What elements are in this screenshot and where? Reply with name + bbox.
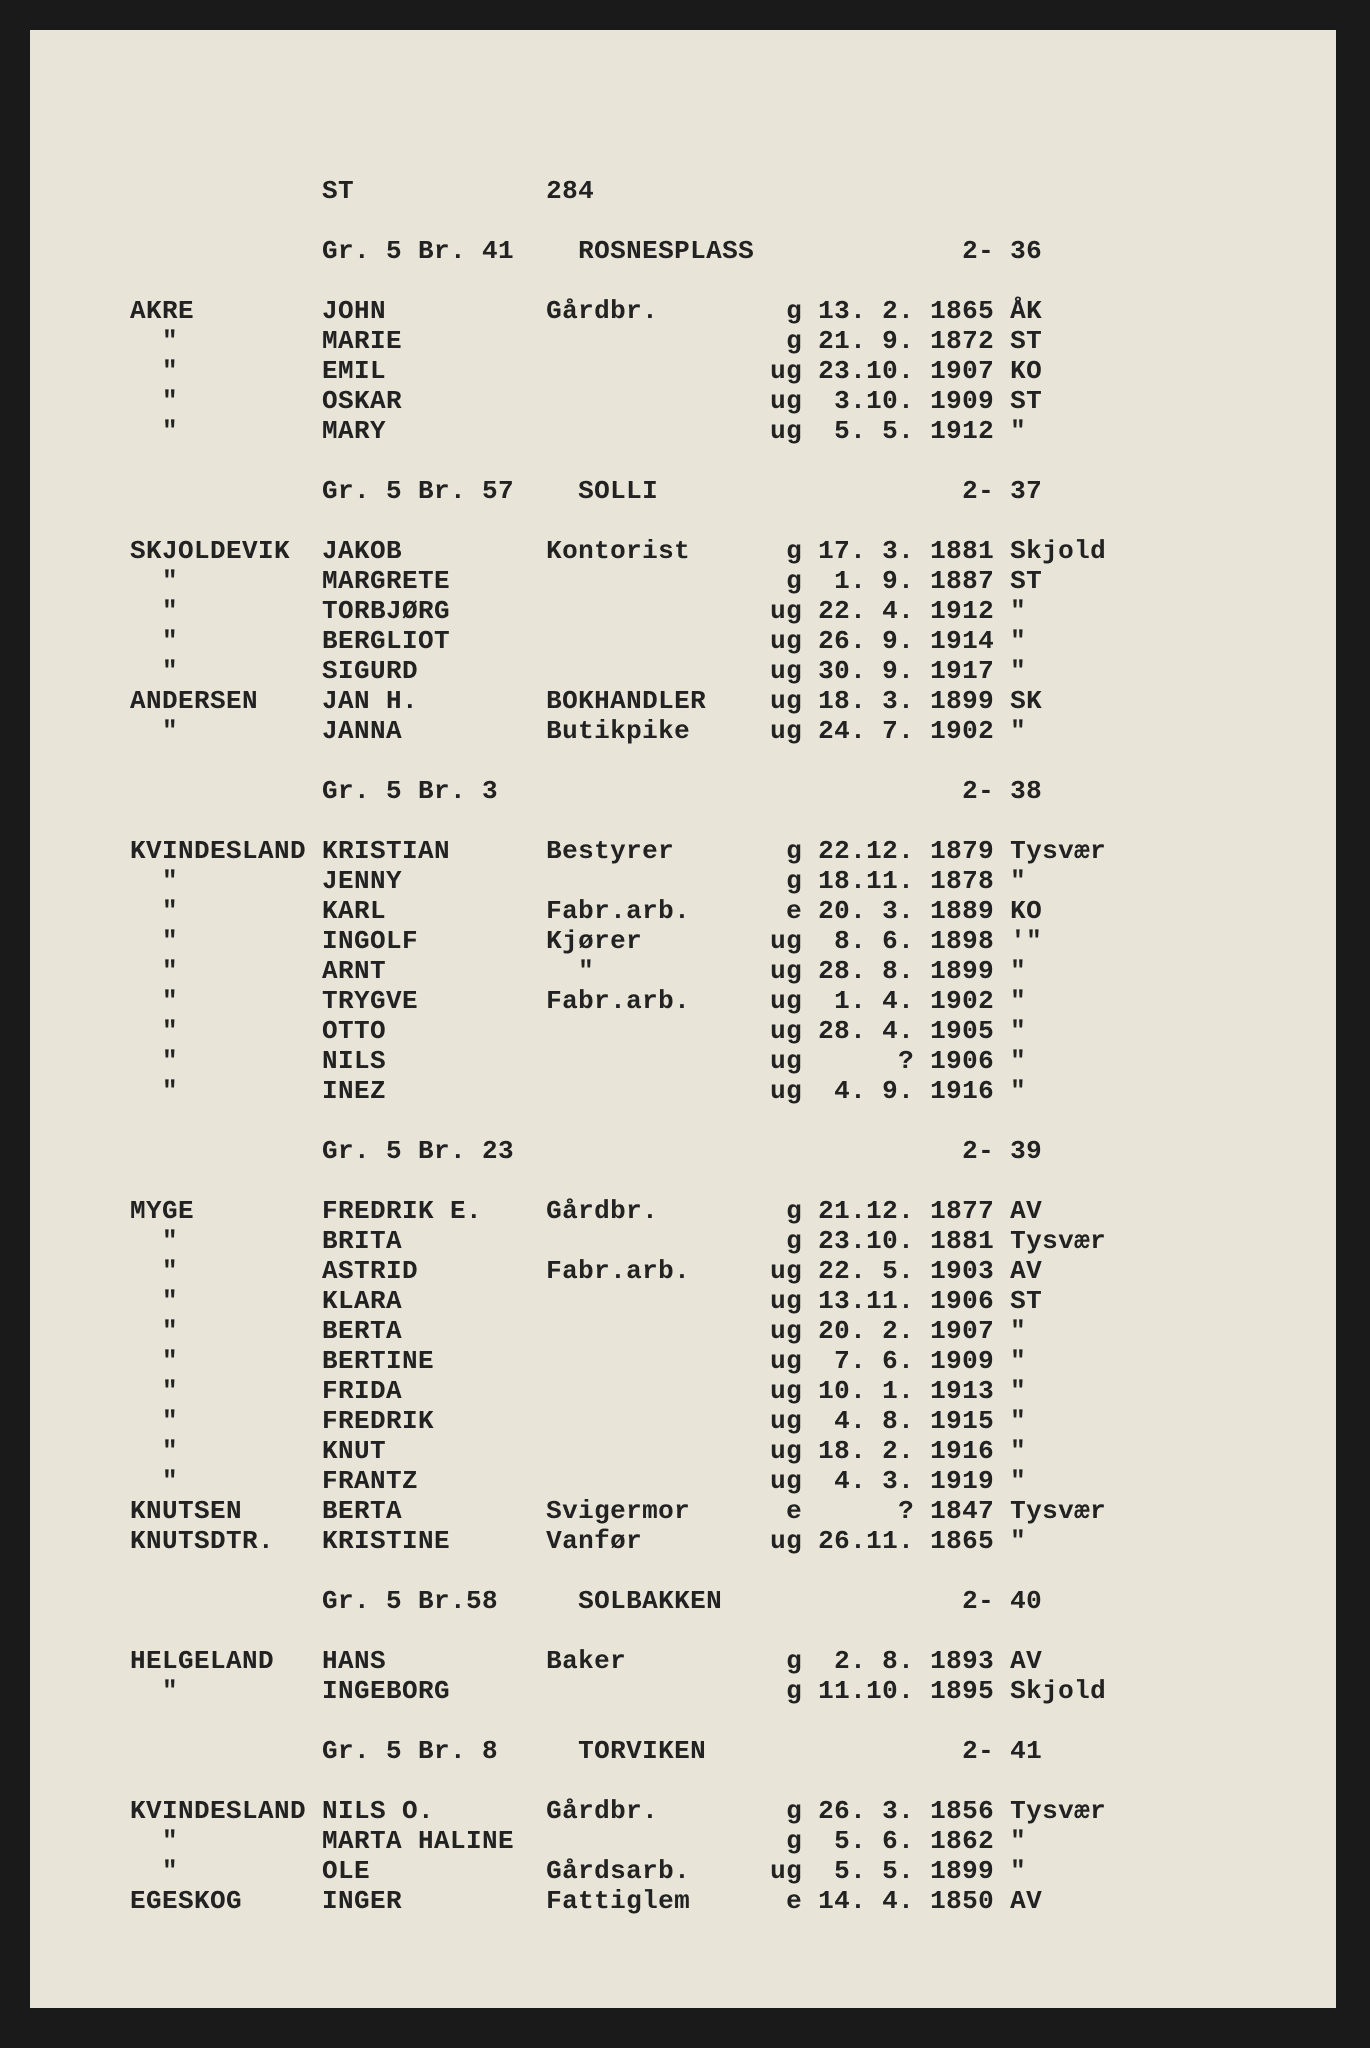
- scan-frame: ST 284 Gr. 5 Br. 41 ROSNESPLASS 2- 36 AK…: [0, 0, 1370, 2048]
- typewriter-content: ST 284 Gr. 5 Br. 41 ROSNESPLASS 2- 36 AK…: [130, 176, 1236, 1916]
- document-page: ST 284 Gr. 5 Br. 41 ROSNESPLASS 2- 36 AK…: [30, 30, 1336, 2008]
